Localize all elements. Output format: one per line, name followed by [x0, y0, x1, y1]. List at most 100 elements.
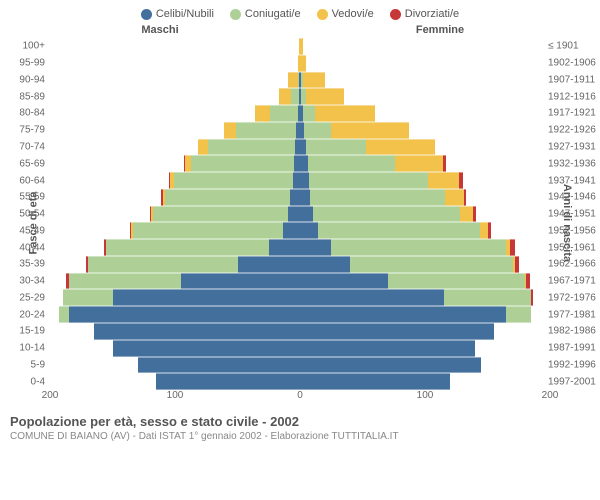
bar-segment	[460, 206, 473, 223]
bar-segment	[445, 189, 464, 206]
birth-label: ≤ 1901	[548, 41, 600, 52]
age-label: 75-79	[5, 125, 45, 136]
bar-segment	[306, 139, 366, 156]
birth-label: 1997-2001	[548, 376, 600, 387]
bar-segment	[291, 88, 299, 105]
age-row: 40-441957-1961	[50, 239, 550, 256]
age-label: 40-44	[5, 242, 45, 253]
female-bar	[300, 105, 550, 122]
bar-segment	[304, 122, 332, 139]
male-bar	[50, 88, 300, 105]
female-header: Femmine	[330, 24, 550, 36]
male-bar	[50, 105, 300, 122]
bar-segment	[444, 289, 532, 306]
birth-label: 1972-1976	[548, 292, 600, 303]
age-label: 35-39	[5, 259, 45, 270]
male-bar	[50, 373, 300, 390]
female-bar	[300, 222, 550, 239]
female-bar	[300, 72, 550, 89]
birth-label: 1907-1911	[548, 74, 600, 85]
bar-segment	[113, 289, 301, 306]
age-row: 55-591942-1946	[50, 189, 550, 206]
female-bar	[300, 206, 550, 223]
female-bar	[300, 38, 550, 55]
bar-segment	[288, 206, 301, 223]
age-row: 0-41997-2001	[50, 373, 550, 390]
age-label: 100+	[5, 41, 45, 52]
female-bar	[300, 189, 550, 206]
male-bar	[50, 340, 300, 357]
age-row: 70-741927-1931	[50, 139, 550, 156]
age-row: 100+≤ 1901	[50, 38, 550, 55]
legend-dot	[390, 9, 401, 20]
age-row: 90-941907-1911	[50, 72, 550, 89]
bar-segment	[63, 289, 113, 306]
male-bar	[50, 189, 300, 206]
bar-segment	[279, 88, 292, 105]
bar-segment	[300, 273, 388, 290]
bar-segment	[303, 105, 316, 122]
birth-label: 1987-1991	[548, 343, 600, 354]
legend-item: Coniugati/e	[230, 8, 301, 20]
female-bar	[300, 373, 550, 390]
age-label: 70-74	[5, 141, 45, 152]
age-label: 55-59	[5, 192, 45, 203]
male-header: Maschi	[50, 24, 270, 36]
female-bar	[300, 357, 550, 374]
age-row: 75-791922-1926	[50, 122, 550, 139]
bar-segment	[308, 155, 396, 172]
bar-segment	[531, 289, 532, 306]
chart-subtitle: COMUNE DI BAIANO (AV) - Dati ISTAT 1° ge…	[10, 431, 590, 442]
legend-dot	[317, 9, 328, 20]
female-bar	[300, 172, 550, 189]
bar-segment	[300, 38, 303, 55]
bar-segment	[290, 189, 300, 206]
male-bar	[50, 306, 300, 323]
bar-segment	[236, 122, 296, 139]
birth-label: 1967-1971	[548, 276, 600, 287]
bar-segment	[313, 206, 461, 223]
birth-label: 1927-1931	[548, 141, 600, 152]
bar-segment	[238, 256, 301, 273]
birth-label: 1922-1926	[548, 125, 600, 136]
age-row: 15-191982-1986	[50, 323, 550, 340]
male-bar	[50, 155, 300, 172]
bar-segment	[138, 357, 301, 374]
bar-segment	[310, 189, 445, 206]
birth-label: 1952-1956	[548, 225, 600, 236]
x-tick: 100	[167, 390, 184, 401]
female-bar	[300, 55, 550, 72]
birth-label: 1977-1981	[548, 309, 600, 320]
rows-container: 100+≤ 190195-991902-190690-941907-191185…	[50, 38, 550, 390]
chart-title: Popolazione per età, sesso e stato civil…	[10, 414, 590, 429]
age-label: 5-9	[5, 359, 45, 370]
bar-segment	[283, 222, 301, 239]
bar-segment	[315, 105, 375, 122]
bar-segment	[88, 256, 238, 273]
bar-segment	[300, 323, 494, 340]
bar-segment	[480, 222, 488, 239]
female-bar	[300, 340, 550, 357]
male-bar	[50, 55, 300, 72]
bar-segment	[300, 239, 331, 256]
male-bar	[50, 172, 300, 189]
bar-segment	[300, 340, 475, 357]
legend-dot	[230, 9, 241, 20]
bar-segment	[350, 256, 513, 273]
bar-segment	[153, 206, 288, 223]
bar-segment	[395, 155, 443, 172]
age-row: 85-891912-1916	[50, 88, 550, 105]
bar-segment	[488, 222, 492, 239]
age-row: 80-841917-1921	[50, 105, 550, 122]
age-label: 90-94	[5, 74, 45, 85]
male-bar	[50, 206, 300, 223]
age-label: 60-64	[5, 175, 45, 186]
bar-segment	[526, 273, 530, 290]
age-row: 60-641937-1941	[50, 172, 550, 189]
age-label: 45-49	[5, 225, 45, 236]
bar-segment	[94, 323, 300, 340]
male-bar	[50, 72, 300, 89]
age-label: 15-19	[5, 326, 45, 337]
bar-segment	[303, 72, 326, 89]
legend-dot	[141, 9, 152, 20]
